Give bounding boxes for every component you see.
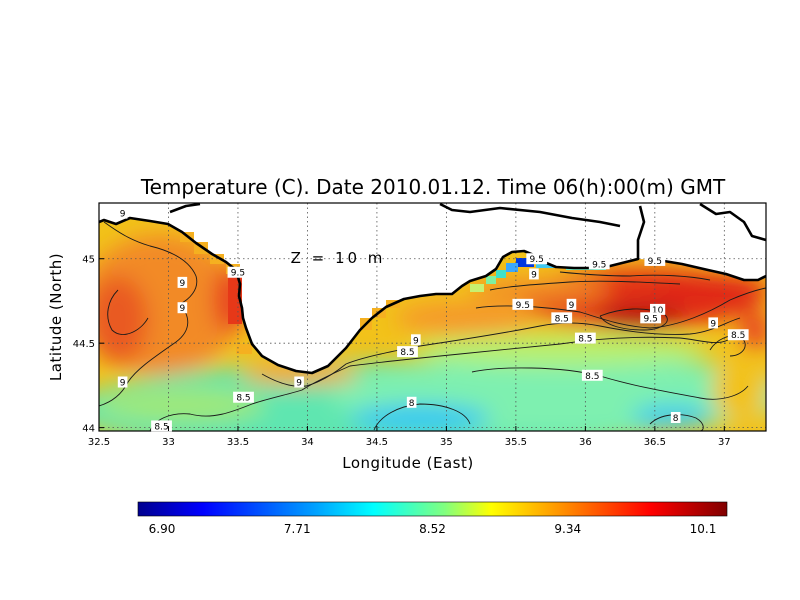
colorbar-tick-label-3: 9.34 — [554, 522, 581, 536]
plot-frame — [98, 202, 767, 432]
contour-label-bg-17 — [526, 253, 548, 265]
contour-label-bg-24 — [727, 329, 749, 341]
colorbar-tick-label-2: 8.52 — [419, 522, 446, 536]
colorbar-tick-label-0: 6.90 — [149, 522, 176, 536]
contour-8.5-east — [471, 367, 749, 400]
contour-label-9: 9 — [413, 336, 419, 346]
contour-label-2: 9 — [180, 304, 186, 314]
contour-label-20: 9.5 — [648, 257, 662, 267]
contour-label-bg-8 — [397, 346, 418, 358]
contour-label-12: 9 — [569, 301, 575, 311]
contour-label-bg-5 — [151, 420, 172, 432]
contour-label-17: 9.5 — [530, 255, 544, 265]
contour-label-14: 8.5 — [578, 335, 592, 345]
contour-label-13: 8.5 — [555, 314, 569, 324]
contour-9.5-north — [475, 287, 766, 329]
contour-label-bg-15 — [581, 369, 603, 381]
x-tick-label-4: 34.5 — [366, 437, 388, 448]
contour-label-15: 8.5 — [585, 372, 599, 382]
contour-label-bg-2 — [177, 302, 188, 314]
contour-label-4: 9.5 — [231, 269, 245, 279]
contour-label-bg-19 — [588, 258, 610, 270]
contour-8-east — [649, 414, 704, 431]
contour-label-21: 10 — [652, 306, 664, 316]
contour-label-bg-11 — [512, 298, 534, 310]
coastline-azov-east — [657, 258, 766, 282]
x-tick-label-1: 33 — [162, 437, 175, 448]
contour-label-16: 8 — [673, 414, 679, 424]
contour-label-bg-22 — [640, 312, 662, 324]
contour-label-bg-10 — [406, 396, 417, 408]
contour-label-bg-18 — [529, 268, 539, 280]
contour-label-bg-12 — [566, 298, 577, 310]
y-tick-label-1: 44.5 — [73, 339, 95, 350]
coastline-cape — [169, 203, 201, 214]
contour-label-bg-13 — [551, 312, 573, 324]
contour-label-bg-3 — [117, 376, 128, 388]
colorbar-tick-label-1: 7.71 — [284, 522, 311, 536]
x-tick-label-6: 35.5 — [505, 437, 527, 448]
contour-label-bg-0 — [117, 207, 128, 219]
contour-label-22: 9.5 — [644, 314, 658, 324]
contour-8-south — [373, 403, 471, 431]
contour-label-bg-16 — [670, 411, 681, 423]
chart-title: Temperature (C). Date 2010.01.12. Time 0… — [140, 175, 726, 199]
coastline — [99, 203, 766, 375]
contour-9-top — [489, 280, 681, 291]
depth-annotation: Z = 10 m — [291, 249, 386, 267]
colorbar-tick-labels: 6.90 7.71 8.52 9.34 10.1 — [149, 522, 717, 536]
y-axis-ticks: 44 44.5 45 — [73, 255, 104, 435]
grid-lines — [99, 203, 766, 431]
contour-label-bg-20 — [644, 254, 666, 266]
y-tick-label-0: 44 — [82, 424, 95, 435]
y-axis-label: Latitude (North) — [47, 253, 65, 381]
x-tick-label-5: 35 — [440, 437, 453, 448]
colorbar — [137, 501, 728, 517]
contour-label-19: 9.5 — [592, 260, 606, 270]
contour-9-inner — [107, 289, 149, 335]
x-tick-label-9: 37 — [718, 437, 731, 448]
contour-label-7: 9 — [296, 379, 302, 389]
x-axis-label: Longitude (East) — [342, 454, 473, 472]
contour-label-1: 9 — [180, 279, 186, 289]
x-tick-label-3: 34 — [301, 437, 314, 448]
contour-label-bg-9 — [411, 334, 421, 346]
coastline-crimea — [99, 205, 646, 375]
x-tick-label-2: 33.5 — [227, 437, 249, 448]
contour-label-bg-23 — [708, 317, 718, 329]
contour-label-bg-4 — [227, 266, 249, 278]
x-tick-label-8: 36.5 — [644, 437, 666, 448]
contour-10 — [599, 308, 668, 331]
contour-label-23: 9 — [710, 319, 716, 329]
contour-label-bg-1 — [177, 276, 188, 288]
contour-label-11: 9.5 — [516, 301, 530, 311]
contour-label-bg-7 — [294, 376, 304, 388]
contour-label-0: 9 — [120, 210, 126, 220]
coastline-ne — [699, 203, 766, 242]
contour-label-6: 8.5 — [236, 394, 250, 404]
contour-label-24: 8.5 — [731, 331, 745, 341]
contour-9.5-top — [559, 271, 711, 281]
contour-8.5-west — [149, 336, 729, 431]
colorbar-tick-label-4: 10.1 — [690, 522, 717, 536]
x-tick-label-7: 36 — [579, 437, 592, 448]
y-tick-label-2: 45 — [82, 255, 95, 266]
contour-label-10: 8 — [409, 399, 415, 409]
contour-label-8: 8.5 — [400, 348, 414, 358]
contour-label-3: 9 — [120, 379, 126, 389]
contour-label-5: 8.5 — [154, 422, 168, 432]
contour-label-bg-14 — [574, 332, 596, 344]
contour-9-mid — [261, 317, 741, 387]
coastline-north — [439, 203, 621, 228]
contour-label-bg-21 — [650, 303, 666, 315]
contour-label-bg-6 — [233, 391, 254, 403]
x-tick-label-0: 32.5 — [88, 437, 110, 448]
x-axis-ticks: 32.5 33 33.5 34 34.5 35 35.5 36 36.5 37 — [88, 426, 731, 448]
contour-label-18: 9 — [531, 270, 537, 280]
